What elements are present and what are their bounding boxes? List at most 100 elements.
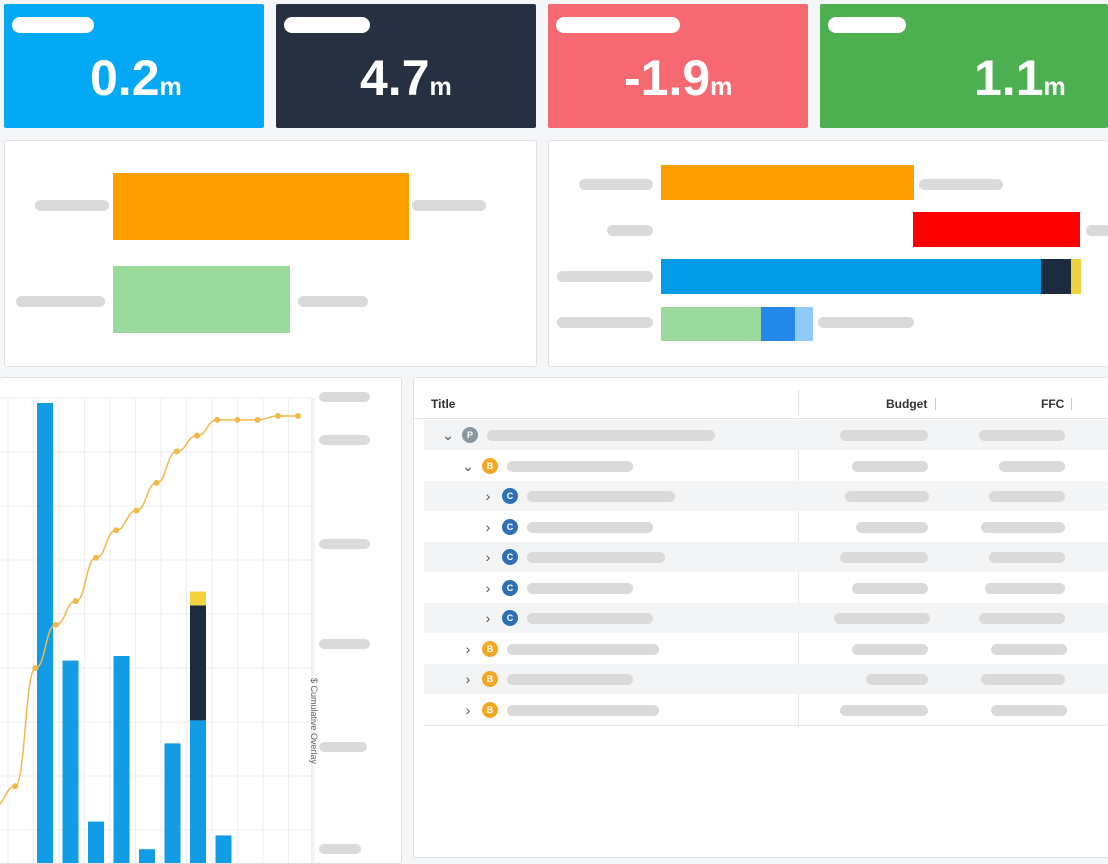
chevron-right-icon[interactable]: › [485, 610, 491, 626]
row-ffc-placeholder [989, 491, 1065, 502]
kpi-number: -1.9 [624, 50, 711, 106]
table-row[interactable]: › B [424, 634, 1108, 664]
row-type-badge: B [482, 671, 498, 687]
column-divider [1071, 398, 1072, 410]
kpi-unit: m [1043, 73, 1066, 101]
light-green-bar [113, 266, 290, 333]
kpi-number: 1.1 [974, 50, 1044, 106]
kpi-label-placeholder [12, 17, 94, 33]
cumulative-bar-line-chart [0, 397, 315, 863]
row-type-badge: C [502, 488, 518, 504]
axis-label-placeholder [319, 844, 361, 854]
row-ffc-placeholder [991, 704, 1067, 716]
row-budget-placeholder [840, 704, 928, 716]
chart-bar [88, 821, 104, 863]
chevron-down-icon[interactable]: ⌄ [462, 457, 474, 474]
kpi-card-4: 1.1m [820, 4, 1108, 128]
row-title-placeholder [507, 674, 633, 685]
budget-table-panel: Title Budget FFC ⌄ P ⌄ B › C › C › C › C › C › B › B › B [413, 377, 1108, 858]
chevron-right-icon[interactable]: › [465, 701, 471, 718]
row-ffc-placeholder [985, 582, 1065, 594]
red-bar [913, 212, 1080, 247]
bar-value-placeholder [919, 179, 1003, 190]
row-title-placeholder [507, 460, 633, 472]
column-header-ffc[interactable]: FFC [1041, 397, 1065, 411]
bar-label-placeholder [16, 296, 105, 307]
kpi-card-1: 0.2m [4, 4, 264, 128]
table-row[interactable]: › C [424, 573, 1108, 603]
row-budget-placeholder [840, 430, 928, 441]
bar-label-placeholder [35, 200, 109, 211]
row-ffc-placeholder [989, 552, 1065, 563]
row-budget-placeholder [852, 643, 928, 655]
kpi-unit: m [429, 73, 452, 101]
table-row[interactable]: › C [424, 512, 1108, 542]
chevron-down-icon[interactable]: ⌄ [442, 427, 454, 443]
table-row[interactable]: ⌄ B [424, 451, 1108, 481]
bar-label-placeholder [607, 225, 653, 236]
row-ffc-placeholder [981, 674, 1065, 685]
kpi-label-placeholder [284, 17, 370, 33]
row-title-placeholder [527, 552, 665, 563]
chart-bar [139, 849, 155, 863]
table-row[interactable]: ⌄ P [424, 420, 1108, 450]
column-header-budget[interactable]: Budget [886, 397, 928, 411]
table-header: Title Budget FFC [414, 378, 1108, 419]
right-axis-title: $ Cumulative Overlay [309, 678, 319, 765]
pale-blue-bar-segment [795, 307, 813, 341]
cumulative-point [173, 448, 180, 455]
mid-blue-bar-segment [761, 307, 795, 341]
chart-bar [215, 835, 232, 863]
chevron-right-icon[interactable]: › [485, 579, 491, 596]
row-ffc-placeholder [991, 643, 1067, 655]
chart-bar-stack-navy [190, 605, 206, 721]
kpi-value: 4.7m [360, 48, 452, 117]
chevron-right-icon[interactable]: › [485, 549, 491, 565]
orange-bar [661, 165, 914, 200]
column-divider [935, 398, 936, 410]
row-budget-placeholder [845, 491, 929, 502]
kpi-card-3: -1.9m [548, 4, 808, 128]
row-ffc-placeholder [999, 460, 1065, 472]
bar-value-placeholder [298, 296, 368, 307]
cumulative-point [12, 783, 19, 790]
row-budget-placeholder [856, 521, 928, 533]
row-title-placeholder [487, 430, 715, 441]
axis-label-placeholder [319, 742, 367, 752]
table-row[interactable]: › B [424, 695, 1108, 725]
row-type-badge: B [482, 457, 498, 474]
chevron-right-icon[interactable]: › [485, 488, 491, 504]
yellow-bar-segment [1071, 259, 1081, 294]
chevron-right-icon[interactable]: › [465, 671, 471, 687]
row-ffc-placeholder [979, 430, 1065, 441]
cumulative-point [153, 479, 160, 486]
cumulative-point [214, 416, 221, 423]
cumulative-point [295, 412, 301, 419]
table-row[interactable]: › C [424, 542, 1108, 572]
row-type-badge: C [502, 610, 518, 626]
row-budget-placeholder [840, 552, 928, 563]
row-type-badge: C [502, 579, 518, 596]
column-header-title[interactable]: Title [431, 397, 456, 411]
cumulative-point [133, 507, 140, 514]
row-budget-placeholder [852, 460, 928, 472]
blue-bar-segment [661, 259, 1041, 294]
kpi-number: 4.7 [360, 50, 430, 106]
table-row[interactable]: › C [424, 481, 1108, 511]
row-title-placeholder [527, 521, 653, 533]
chevron-right-icon[interactable]: › [485, 518, 491, 535]
kpi-value: -1.9m [624, 48, 732, 117]
row-type-badge: B [482, 701, 498, 718]
row-budget-placeholder [866, 674, 928, 685]
chevron-right-icon[interactable]: › [465, 640, 471, 657]
row-type-badge: P [462, 427, 478, 443]
chart-bar [37, 403, 53, 863]
axis-label-placeholder [319, 539, 370, 549]
axis-label-placeholder [319, 392, 370, 402]
kpi-value: 1.1m [974, 48, 1066, 117]
bar-label-placeholder [579, 179, 653, 190]
table-row[interactable]: › B [424, 664, 1108, 694]
cumulative-point [254, 416, 261, 423]
table-row[interactable]: › C [424, 603, 1108, 633]
row-ffc-placeholder [979, 613, 1065, 624]
